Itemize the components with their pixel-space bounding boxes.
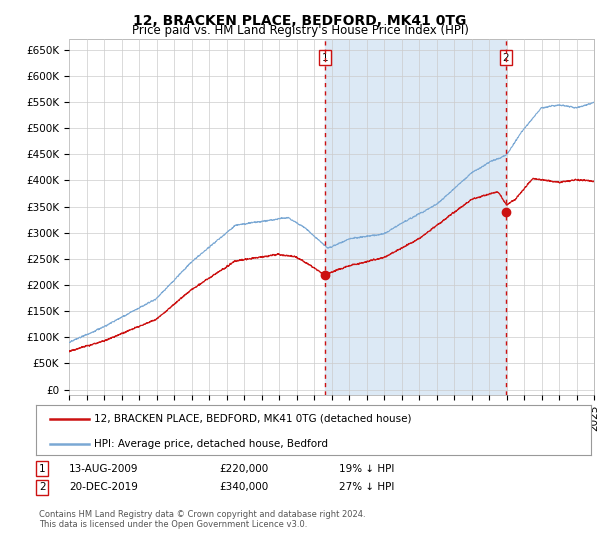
Text: 12, BRACKEN PLACE, BEDFORD, MK41 0TG (detached house): 12, BRACKEN PLACE, BEDFORD, MK41 0TG (de…: [94, 414, 412, 424]
Text: £220,000: £220,000: [219, 464, 268, 474]
Text: 20-DEC-2019: 20-DEC-2019: [69, 482, 138, 492]
Text: 12, BRACKEN PLACE, BEDFORD, MK41 0TG: 12, BRACKEN PLACE, BEDFORD, MK41 0TG: [133, 14, 467, 28]
Bar: [325, 39, 506, 395]
Text: Price paid vs. HM Land Registry's House Price Index (HPI): Price paid vs. HM Land Registry's House …: [131, 24, 469, 38]
Text: HPI: Average price, detached house, Bedford: HPI: Average price, detached house, Bedf…: [94, 439, 328, 449]
Text: 19% ↓ HPI: 19% ↓ HPI: [339, 464, 394, 474]
Text: 2: 2: [39, 482, 46, 492]
Text: 1: 1: [39, 464, 46, 474]
Text: 2: 2: [503, 53, 509, 63]
Text: Contains HM Land Registry data © Crown copyright and database right 2024.
This d: Contains HM Land Registry data © Crown c…: [39, 510, 365, 529]
Text: 1: 1: [322, 53, 328, 63]
Text: £340,000: £340,000: [219, 482, 268, 492]
Text: 27% ↓ HPI: 27% ↓ HPI: [339, 482, 394, 492]
Text: 13-AUG-2009: 13-AUG-2009: [69, 464, 139, 474]
